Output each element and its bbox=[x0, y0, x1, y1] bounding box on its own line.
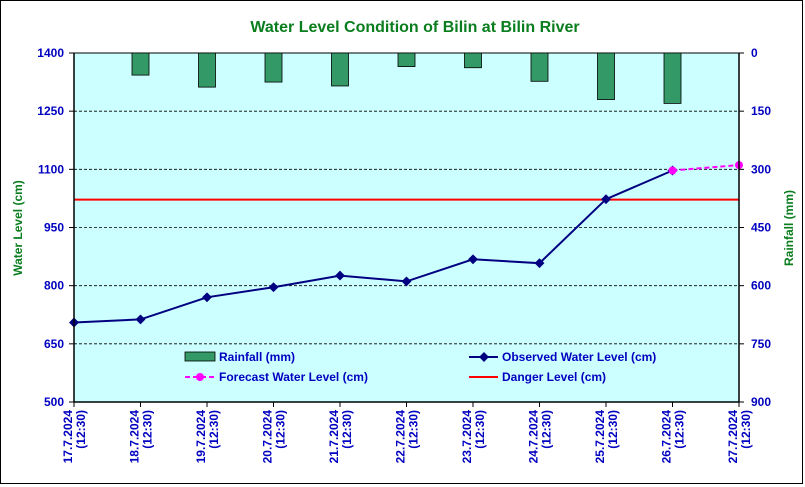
x-tick-label-group: 25.7.2024 (12:30) bbox=[593, 410, 620, 464]
x-tick-label-date: 26.7.2024 bbox=[660, 410, 674, 464]
x-tick-label-date: 22.7.2024 bbox=[394, 410, 408, 464]
forecast-point bbox=[668, 166, 677, 175]
right-tick-label: 150 bbox=[751, 104, 771, 118]
right-tick-label: 300 bbox=[751, 162, 771, 176]
rainfall-bar bbox=[597, 52, 615, 100]
chart-title: Water Level Condition of Bilin at Bilin … bbox=[250, 19, 579, 36]
x-tick-label-time: (12:30) bbox=[739, 410, 753, 449]
observed-point bbox=[534, 258, 545, 269]
x-tick-label-group: 26.7.2024 (12:30) bbox=[660, 410, 687, 464]
rainfall-bar bbox=[663, 52, 682, 104]
x-tick-label-time: (12:30) bbox=[473, 410, 487, 449]
x-tick-label-time: (12:30) bbox=[74, 410, 88, 449]
x-tick-label-date: 27.7.2024 bbox=[726, 410, 740, 464]
y-axis-label: Water Level (cm) bbox=[11, 180, 25, 276]
left-tick-label: 800 bbox=[44, 279, 64, 293]
legend-rainfall-label: Rainfall (mm) bbox=[219, 350, 295, 364]
x-tick-label-group: 17.7.2024 (12:30) bbox=[61, 410, 88, 464]
legend-forecast-label: Forecast Water Level (cm) bbox=[219, 370, 368, 384]
x-tick-label-date: 24.7.2024 bbox=[527, 410, 541, 464]
x-tick-label-time: (12:30) bbox=[207, 410, 221, 449]
observed-point bbox=[401, 276, 412, 287]
right-tick-label: 450 bbox=[751, 221, 771, 235]
legend-danger-label: Danger Level (cm) bbox=[502, 370, 606, 384]
x-tick-label-date: 18.7.2024 bbox=[128, 410, 142, 464]
x-tick-label-time: (12:30) bbox=[673, 410, 687, 449]
left-tick-label: 500 bbox=[44, 395, 64, 409]
rainfall-bar bbox=[264, 52, 283, 83]
legend-rainfall-swatch bbox=[184, 351, 216, 362]
x-tick-label-date: 20.7.2024 bbox=[261, 410, 275, 464]
x-tick-label-time: (12:30) bbox=[606, 410, 620, 449]
observed-point bbox=[335, 270, 345, 281]
x-tick-label-date: 17.7.2024 bbox=[61, 410, 75, 464]
rainfall-bar bbox=[331, 52, 349, 87]
left-tick-label: 950 bbox=[44, 221, 64, 235]
observed-point bbox=[135, 314, 146, 325]
rainfall-bar bbox=[464, 52, 482, 69]
x-tick-label-date: 25.7.2024 bbox=[593, 410, 607, 464]
right-tick-label: 900 bbox=[751, 395, 771, 409]
observed-point bbox=[268, 282, 279, 293]
legend-observed-label: Observed Water Level (cm) bbox=[502, 350, 656, 364]
observed-point bbox=[601, 194, 611, 205]
x-tick-label-group: 22.7.2024 (12:30) bbox=[394, 410, 421, 464]
x-tick-label-time: (12:30) bbox=[141, 410, 155, 449]
x-tick-label-time: (12:30) bbox=[340, 410, 354, 449]
left-tick-label: 1400 bbox=[37, 46, 64, 60]
left-tick-label: 1250 bbox=[37, 104, 64, 118]
rainfall-bar bbox=[131, 52, 150, 76]
legend-observed-marker bbox=[479, 352, 489, 362]
x-tick-label-group: 24.7.2024 (12:30) bbox=[527, 410, 554, 464]
x-tick-label-date: 21.7.2024 bbox=[327, 410, 341, 464]
x-tick-label-group: 21.7.2024 (12:30) bbox=[327, 410, 354, 464]
x-tick-label-time: (12:30) bbox=[407, 410, 421, 449]
x-tick-label-date: 19.7.2024 bbox=[194, 410, 208, 464]
x-tick-label-date: 23.7.2024 bbox=[460, 410, 474, 464]
forecast-water-level-line bbox=[672, 164, 740, 172]
rainfall-bar bbox=[198, 52, 216, 88]
right-tick-label: 750 bbox=[751, 337, 771, 351]
left-tick-label: 650 bbox=[44, 337, 64, 351]
x-tick-label-group: 27.7.2024 (12:30) bbox=[726, 410, 753, 464]
x-tick-label-time: (12:30) bbox=[540, 410, 554, 449]
x-tick-label-time: (12:30) bbox=[274, 410, 288, 449]
x-tick-label-group: 18.7.2024 (12:30) bbox=[128, 410, 155, 464]
y2-axis-label: Rainfall (mm) bbox=[782, 190, 796, 266]
observed-point bbox=[468, 254, 478, 265]
rainfall-bar bbox=[397, 52, 416, 67]
rainfall-bar bbox=[530, 52, 549, 82]
observed-point bbox=[202, 292, 212, 303]
x-tick-label-group: 23.7.2024 (12:30) bbox=[460, 410, 487, 464]
left-tick-label: 1100 bbox=[38, 162, 64, 176]
x-tick-label-group: 19.7.2024 (12:30) bbox=[194, 410, 221, 464]
observed-water-level-line bbox=[73, 169, 673, 324]
x-tick-label-group: 20.7.2024 (12:30) bbox=[261, 410, 288, 464]
right-tick-label: 600 bbox=[751, 279, 771, 293]
right-tick-label: 0 bbox=[751, 46, 758, 60]
legend-forecast-marker bbox=[196, 373, 204, 381]
